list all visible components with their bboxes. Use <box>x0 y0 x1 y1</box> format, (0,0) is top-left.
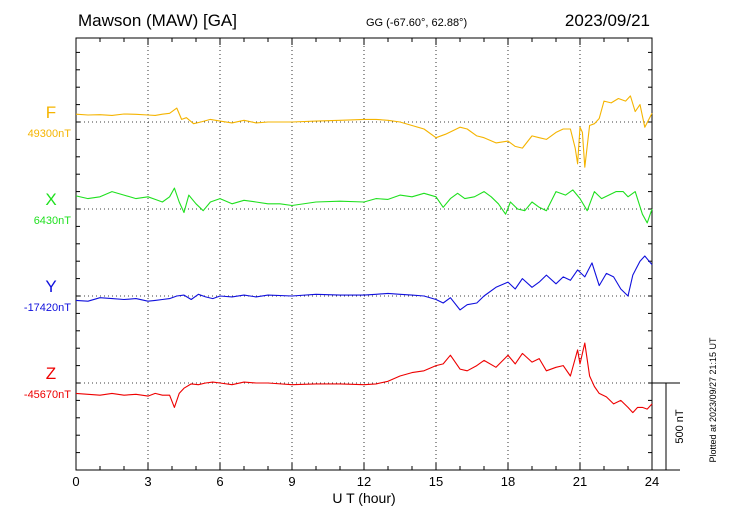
plotted-note: Plotted at 2023/09/27 21:15 UT <box>708 337 718 463</box>
series-line-f <box>75 95 653 168</box>
series-baseline-label: -17420nT <box>24 302 71 314</box>
x-tick-label: 9 <box>288 474 295 489</box>
x-tick-label: 15 <box>429 474 443 489</box>
tick-layer <box>75 38 653 471</box>
coordinates-label: GG (-67.60°, 62.88°) <box>366 17 467 29</box>
series-layer <box>75 95 653 414</box>
scale-bar-label: 500 nT <box>674 409 686 444</box>
label-layer: 0 3 6 9 12 15 18 21 24 F 49300nT X 6430nT Y -17420nT Z -… <box>24 103 659 489</box>
series-name-x: X <box>45 190 56 209</box>
series-name-y: Y <box>45 277 56 296</box>
series-line-z <box>75 342 653 414</box>
series-line-y <box>75 255 653 311</box>
date-label: 2023/09/21 <box>565 11 650 30</box>
series-baseline-label: 6430nT <box>34 215 72 227</box>
series-name-z: Z <box>46 364 56 383</box>
scale-bar: 500 nT <box>652 382 686 471</box>
x-axis-label: U T (hour) <box>332 490 395 506</box>
series-line-x <box>75 187 653 224</box>
chart-title: Mawson (MAW) [GA] <box>78 11 237 30</box>
grid-layer <box>76 38 652 470</box>
series-baseline-label: 49300nT <box>28 128 72 140</box>
series-baseline-label: -45670nT <box>24 389 71 401</box>
x-tick-label: 0 <box>72 474 79 489</box>
x-tick-label: 3 <box>144 474 151 489</box>
x-tick-label: 24 <box>645 474 659 489</box>
x-tick-label: 12 <box>357 474 371 489</box>
series-name-f: F <box>46 103 56 122</box>
x-tick-label: 6 <box>216 474 223 489</box>
x-tick-label: 18 <box>501 474 515 489</box>
x-tick-label: 21 <box>573 474 587 489</box>
